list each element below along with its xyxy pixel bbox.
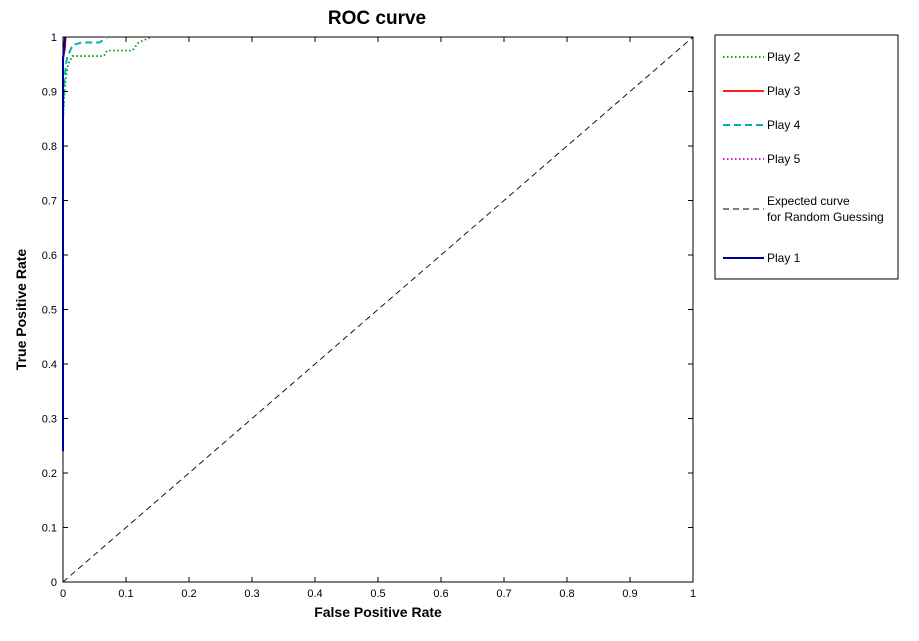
legend-label-random-guessing-line1: Expected curve — [767, 194, 850, 208]
x-tick-label: 0.2 — [181, 588, 196, 600]
series-line-play-4 — [62, 36, 108, 119]
y-tick-label: 0.4 — [42, 359, 57, 371]
y-tick-label: 0.8 — [42, 141, 57, 153]
x-tick-label: 0.4 — [307, 588, 322, 600]
legend-label-play-3: Play 3 — [767, 84, 801, 98]
series-line-play-2 — [62, 36, 152, 119]
series-line-expected-curve — [62, 36, 694, 583]
x-tick-label: 0 — [60, 588, 66, 600]
legend-label-random-guessing-line2: for Random Guessing — [767, 210, 884, 224]
x-tick-label: 0.8 — [559, 588, 574, 600]
y-tick-label: 0.5 — [42, 305, 57, 317]
y-tick-label: 1 — [51, 32, 57, 44]
y-tick-label: 0.9 — [42, 87, 57, 99]
chart-title: ROC curve — [328, 8, 426, 29]
x-tick-label: 0.7 — [496, 588, 511, 600]
x-tick-label: 0.1 — [118, 588, 133, 600]
y-tick-label: 0.2 — [42, 468, 57, 480]
y-tick-label: 0.3 — [42, 414, 57, 426]
y-tick-label: 0.1 — [42, 523, 57, 535]
legend-label-play-4: Play 4 — [767, 118, 801, 132]
x-tick-label: 0.9 — [622, 588, 637, 600]
legend-label-play-5: Play 5 — [767, 152, 801, 166]
y-axis-title: True Positive Rate — [13, 249, 29, 371]
axis-ticks: 0 0.1 0.2 0.3 0.4 0.5 0.6 0.7 0.8 0.9 1 0 0.1 0.2 0.3 0… — [42, 32, 696, 600]
legend-label-play-2: Play 2 — [767, 50, 801, 64]
x-tick-label: 0.3 — [244, 588, 259, 600]
x-tick-label: 0.6 — [433, 588, 448, 600]
y-tick-label: 0.6 — [42, 250, 57, 262]
x-tick-label: 1 — [690, 588, 696, 600]
y-tick-label: 0.7 — [42, 196, 57, 208]
x-tick-label: 0.5 — [370, 588, 385, 600]
legend-box — [714, 34, 899, 280]
x-axis-title: False Positive Rate — [314, 604, 442, 620]
y-tick-label: 0 — [51, 577, 57, 589]
legend-label-play-1: Play 1 — [767, 251, 801, 265]
legend: Play 2 Play 3 Play 4 Play 5 Expected cur… — [714, 34, 899, 280]
